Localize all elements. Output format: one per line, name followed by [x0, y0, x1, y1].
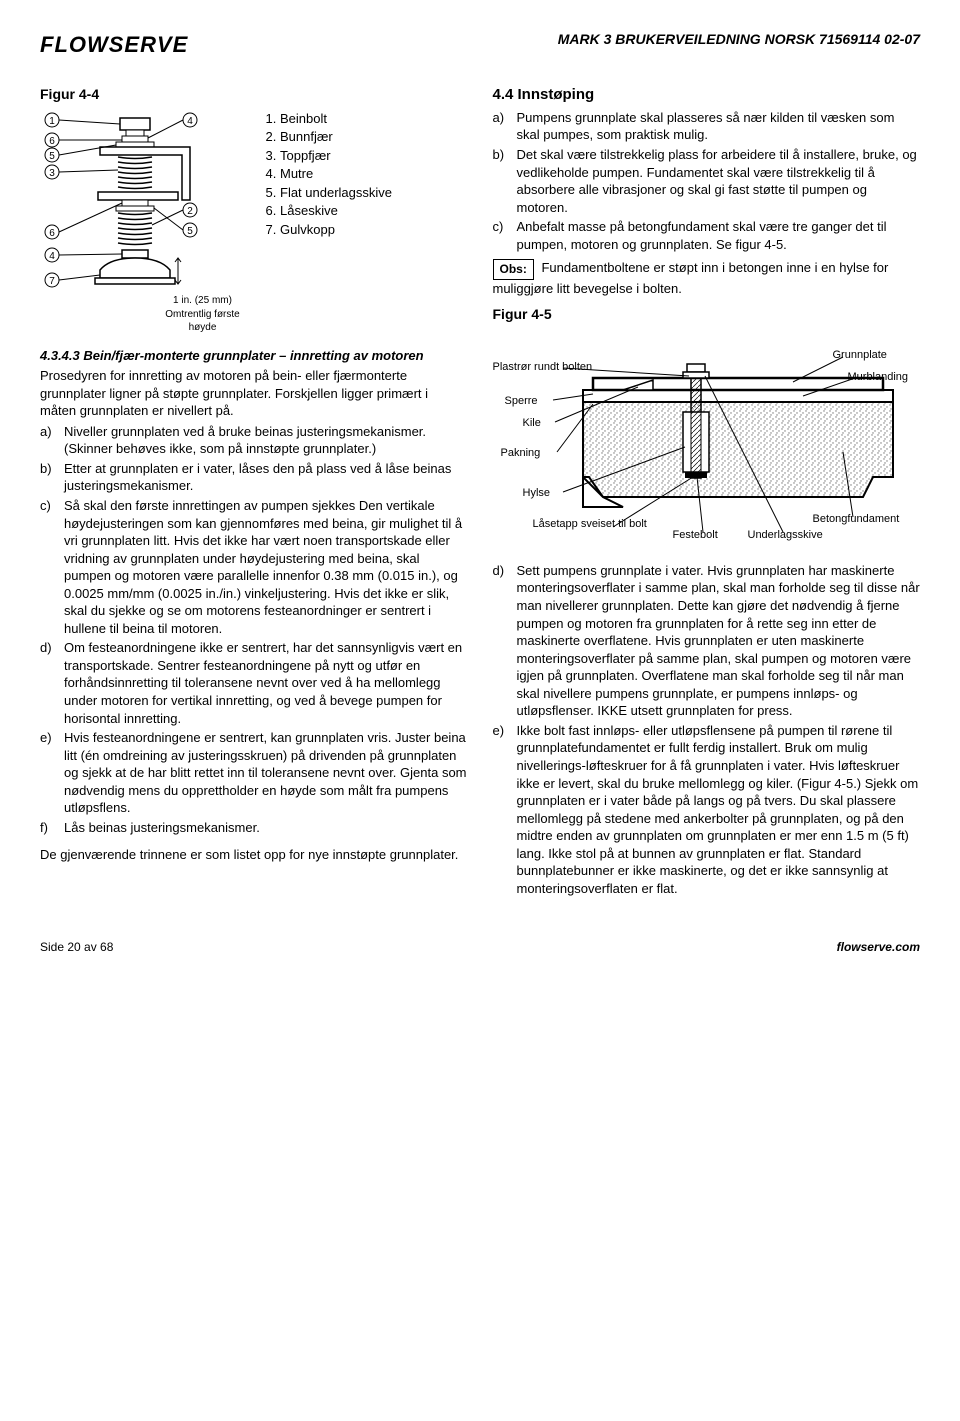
main-content: Figur 4-4 [40, 85, 920, 900]
logo: FLOWSERVE [40, 30, 188, 60]
svg-text:7: 7 [49, 276, 55, 287]
fig45-label-plast: Plastrør rundt bolten [493, 360, 593, 375]
svg-text:5: 5 [49, 151, 55, 162]
list-item: d)Sett pumpens grunnplate i vater. Hvis … [493, 562, 921, 720]
list-item: a)Pumpens grunnplate skal plasseres så n… [493, 109, 921, 144]
list-item: d)Om festeanordningene ikke er sentrert,… [40, 639, 468, 727]
svg-text:4: 4 [49, 251, 55, 262]
left-column: Figur 4-4 [40, 85, 468, 900]
fig45-label-betong: Betongfundament [813, 512, 900, 527]
svg-text:4: 4 [187, 116, 193, 127]
svg-text:6: 6 [49, 228, 55, 239]
figure-4-4-title: Figur 4-4 [40, 85, 468, 104]
list-item: b)Etter at grunnplaten er i vater, låses… [40, 460, 468, 495]
fig45-label-underlag: Underlagsskive [748, 528, 823, 543]
svg-text:5: 5 [187, 226, 193, 237]
legend-item: Bunnfjær [280, 128, 392, 146]
legend-item: Toppfjær [280, 147, 392, 165]
doc-title: MARK 3 BRUKERVEILEDNING NORSK 71569114 0… [558, 30, 920, 49]
svg-text:3: 3 [49, 168, 55, 179]
fig45-label-kile: Kile [523, 416, 541, 431]
legend-item: Flat underlagsskive [280, 184, 392, 202]
list-item: c)Så skal den første innrettingen av pum… [40, 497, 468, 637]
svg-text:2: 2 [187, 206, 193, 217]
legend-item: Låseskive [280, 202, 392, 220]
fig45-label-pakning: Pakning [501, 446, 541, 461]
fig45-label-festebolt: Festebolt [673, 528, 718, 543]
fig45-label-sperre: Sperre [505, 394, 538, 409]
page-footer: Side 20 av 68 flowserve.com [40, 939, 920, 955]
obs-paragraph: Obs: Fundamentboltene er støpt inn i bet… [493, 259, 921, 297]
figure-4-4-legend: Beinbolt Bunnfjær Toppfjær Mutre Flat un… [262, 110, 392, 335]
section-4343-intro: Prosedyren for innretting av motoren på … [40, 367, 468, 420]
right-column: 4.4 Innstøping a)Pumpens grunnplate skal… [493, 85, 921, 900]
legend-item: Gulvkopp [280, 221, 392, 239]
page-header: FLOWSERVE MARK 3 BRUKERVEILEDNING NORSK … [40, 30, 920, 60]
list-item: a)Niveller grunnplaten ved å bruke beina… [40, 423, 468, 458]
footer-page: Side 20 av 68 [40, 939, 113, 955]
list-item: b)Det skal være tilstrekkelig plass for … [493, 146, 921, 216]
svg-text:6: 6 [49, 136, 55, 147]
section-4343-heading: 4.3.4.3 Bein/fjær-monterte grunnplater –… [40, 347, 468, 365]
list-item: e)Hvis festeanordningene er sentrert, ka… [40, 729, 468, 817]
legend-item: Beinbolt [280, 110, 392, 128]
figure-4-5: Plastrør rundt bolten Sperre Kile Paknin… [493, 332, 921, 552]
figure-4-4-diagram: 1 6 5 3 4 2 5 6 4 7 1 in. (25 mm) Omtren… [40, 110, 250, 335]
section-4343-outro: De gjenværende trinnene er som listet op… [40, 846, 468, 864]
figure-4-5-title: Figur 4-5 [493, 305, 921, 324]
section-44-heading: 4.4 Innstøping [493, 85, 921, 105]
list-item: f)Lås beinas justeringsmekanismer. [40, 819, 468, 837]
list-item: e)Ikke bolt fast innløps- eller utløpsfl… [493, 722, 921, 897]
list-item: c)Anbefalt masse på betongfundament skal… [493, 218, 921, 253]
fig45-label-lasetapp: Låsetapp sveiset til bolt [533, 517, 613, 532]
fig45-label-hylse: Hylse [523, 486, 551, 501]
obs-text: Fundamentboltene er støpt inn i betongen… [493, 260, 889, 295]
fig45-label-mur: Murblanding [848, 370, 909, 385]
figure-4-4: 1 6 5 3 4 2 5 6 4 7 1 in. (25 mm) Omtren… [40, 110, 468, 335]
footer-site: flowserve.com [837, 939, 920, 955]
legend-item: Mutre [280, 165, 392, 183]
obs-label: Obs: [493, 259, 534, 279]
svg-text:1: 1 [49, 116, 55, 127]
fig45-label-grunnplate: Grunnplate [833, 348, 887, 363]
